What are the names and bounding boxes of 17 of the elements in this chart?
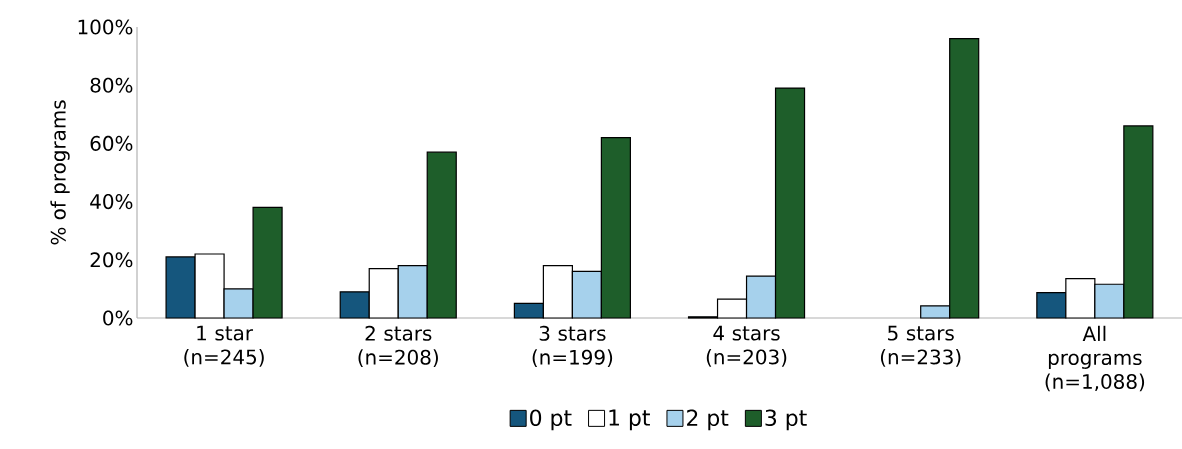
legend-label: 3 pt [765, 409, 807, 431]
legend-label: 1 pt [609, 409, 650, 431]
x-tick-label: 5 stars (n=233) [880, 325, 961, 367]
y-tick-label: 60% [90, 135, 133, 151]
legend-label: 2 pt [687, 409, 729, 431]
x-tick-label: 3 stars (n=199) [532, 325, 613, 368]
y-axis-title: % of programs [50, 100, 70, 245]
x-tick-label: 4 stars (n=203) [706, 325, 787, 367]
y-tick-label: 100% [78, 19, 133, 35]
x-tick-label: 2 stars (n=208) [358, 325, 438, 368]
y-tick-label: 80% [90, 77, 133, 93]
x-tick-label: 1 star (n=245) [184, 325, 264, 367]
y-tick-label: 40% [90, 194, 133, 210]
y-tick-label: 20% [90, 252, 133, 268]
x-tick-label: All programs (n=1,088) [1045, 325, 1145, 392]
y-tick-label: 0% [103, 310, 133, 326]
legend-label: 0 pt [530, 409, 572, 431]
